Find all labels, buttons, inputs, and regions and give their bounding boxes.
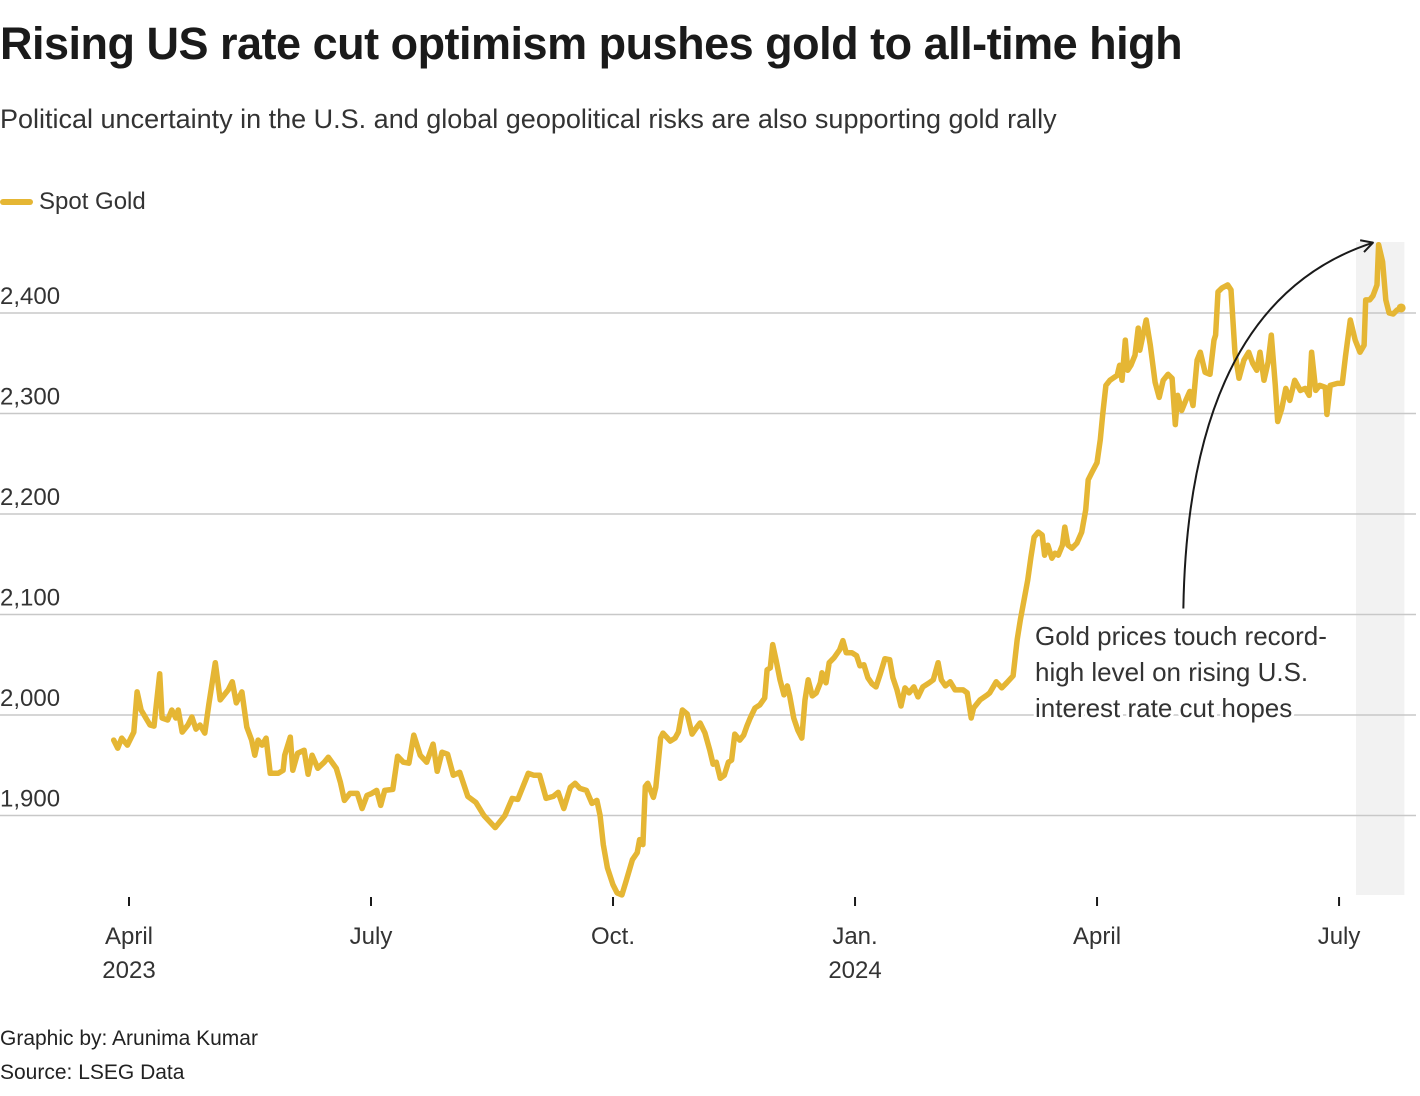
- arrowhead-icon: [1359, 239, 1374, 253]
- graphic-credit: Graphic by: Arunima Kumar: [0, 1027, 258, 1050]
- x-tick-sublabel: 2023: [102, 957, 155, 984]
- x-tick-label: April: [1073, 923, 1121, 950]
- annotation-text-line: interest rate cut hopes: [1035, 693, 1292, 723]
- annotation-halo: interest rate cut hopes: [1035, 693, 1292, 723]
- y-tick-label: 2,000: [0, 685, 60, 712]
- annotation-halo: Gold prices touch record-: [1035, 621, 1327, 651]
- highlight-band: [1355, 242, 1405, 895]
- x-axis: April 2023 July Oct. Jan. 2024 April July: [102, 897, 1360, 984]
- x-tick-label: Oct.: [591, 923, 635, 950]
- annotation-text-line: Gold prices touch record-: [1035, 621, 1327, 651]
- y-tick-label: 1,900: [0, 786, 60, 813]
- y-tick-label: 2,100: [0, 585, 60, 612]
- y-tick-label: 2,300: [0, 384, 60, 411]
- y-tick-label: 2,200: [0, 484, 60, 511]
- highlight-layer: [1355, 242, 1405, 895]
- annotation-layer: Gold prices touch record-Gold prices tou…: [1032, 239, 1374, 726]
- data-source: Source: LSEG Data: [0, 1061, 185, 1084]
- gridlines: [0, 312, 1416, 817]
- series-line-spot-gold: [110, 241, 1404, 898]
- annotation-arrow: [1182, 241, 1374, 609]
- x-tick-label: July: [350, 923, 393, 950]
- x-tick-label: April: [105, 923, 153, 950]
- y-tick-label: 2,400: [0, 283, 60, 310]
- annotation-text-line: high level on rising U.S.: [1035, 657, 1308, 687]
- legend-swatch-spot-gold: [0, 199, 33, 205]
- series-layer: [110, 241, 1406, 898]
- chart-title: Rising US rate cut optimism pushes gold …: [0, 18, 1183, 69]
- legend-label-spot-gold: Spot Gold: [39, 188, 146, 215]
- x-tick-label: Jan.: [832, 923, 877, 950]
- chart-subtitle: Political uncertainty in the U.S. and gl…: [0, 104, 1057, 134]
- y-axis-labels: 1,900 2,000 2,100 2,200 2,300 2,400: [0, 283, 60, 813]
- legend: Spot Gold: [0, 188, 146, 216]
- x-tick-label: July: [1318, 923, 1361, 950]
- series-end-point: [1396, 303, 1406, 313]
- annotation-halo: high level on rising U.S.: [1035, 657, 1308, 687]
- x-tick-sublabel: 2024: [828, 957, 881, 984]
